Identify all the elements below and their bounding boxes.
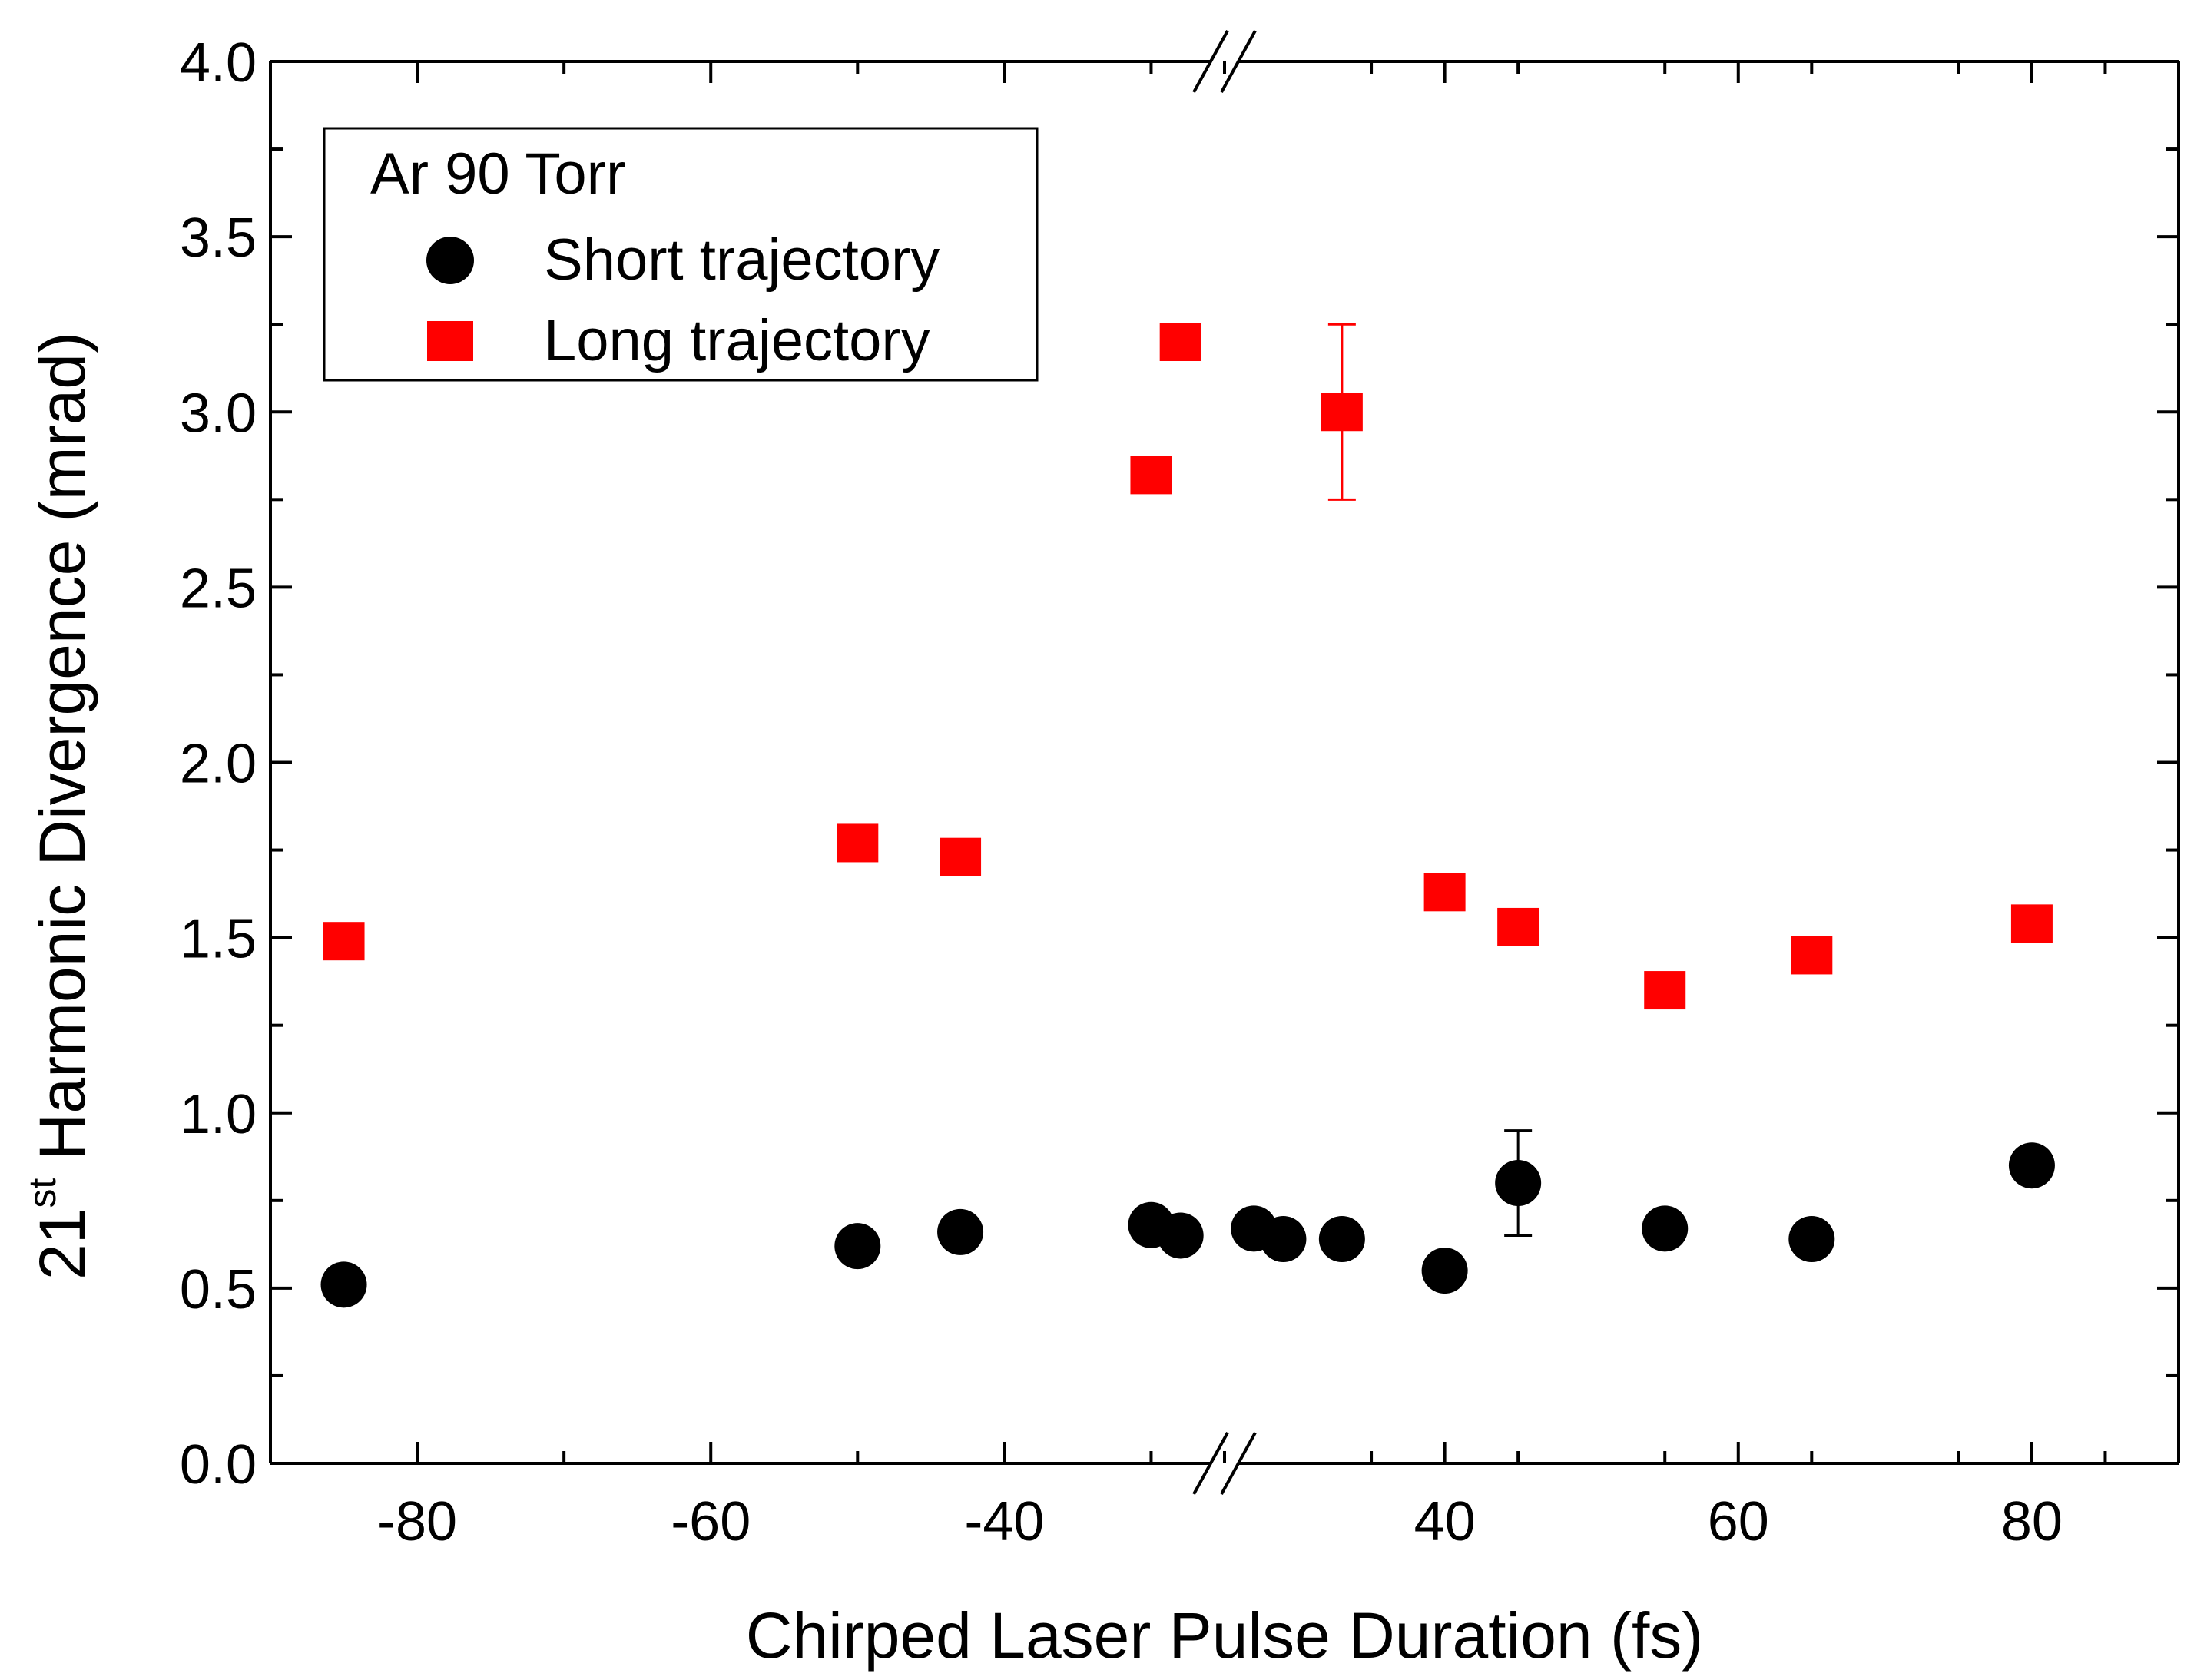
y-tick-label: 2.0 bbox=[180, 734, 257, 795]
short-trajectory-point bbox=[1788, 1216, 1835, 1262]
short-trajectory-point bbox=[1421, 1248, 1468, 1294]
y-axis-label: 21st Harmonic Divergence (mrad) bbox=[21, 332, 98, 1280]
long-trajectory-point bbox=[2010, 904, 2053, 943]
long-trajectory-point bbox=[1791, 936, 1833, 975]
short-trajectory-point bbox=[1260, 1216, 1307, 1262]
y-axis-label-spacer bbox=[26, 1160, 98, 1178]
long-trajectory-point bbox=[1159, 323, 1201, 361]
x-tick-label: -60 bbox=[671, 1491, 751, 1552]
x-tick-label: 60 bbox=[1708, 1491, 1769, 1552]
short-trajectory-point bbox=[1318, 1216, 1365, 1262]
y-tick-label: 4.0 bbox=[180, 32, 257, 94]
y-tick-label: 2.5 bbox=[180, 558, 257, 619]
y-tick-label: 3.5 bbox=[180, 207, 257, 269]
legend-short-marker bbox=[426, 237, 474, 284]
legend-long-marker bbox=[427, 321, 473, 361]
x-tick-label: 80 bbox=[2001, 1491, 2063, 1552]
y-axis-label-superscript: st bbox=[21, 1178, 64, 1208]
legend-title: Ar 90 Torr bbox=[370, 141, 625, 207]
long-trajectory-point bbox=[1497, 907, 1539, 946]
long-trajectory-point bbox=[1321, 393, 1363, 432]
long-trajectory-point bbox=[1423, 873, 1466, 912]
y-tick-label: 1.0 bbox=[180, 1084, 257, 1145]
legend: Ar 90 Torr Short trajectory Long traject… bbox=[323, 127, 1039, 382]
x-tick-label: -40 bbox=[964, 1491, 1044, 1552]
legend-short-label: Short trajectory bbox=[544, 227, 940, 293]
short-trajectory-point bbox=[320, 1261, 367, 1308]
short-trajectory-point bbox=[1157, 1212, 1204, 1259]
y-axis-label-prefix: 21 bbox=[26, 1208, 98, 1280]
short-trajectory-point bbox=[1495, 1160, 1542, 1206]
long-trajectory-point bbox=[1130, 456, 1172, 495]
y-tick-label: 0.0 bbox=[180, 1434, 257, 1496]
long-trajectory-point bbox=[1644, 971, 1686, 1010]
legend-long-label: Long trajectory bbox=[544, 308, 930, 373]
y-axis-label-suffix: Harmonic Divergence (mrad) bbox=[26, 332, 98, 1160]
short-trajectory-point bbox=[834, 1223, 881, 1270]
short-trajectory-point bbox=[2008, 1142, 2055, 1189]
x-tick-label: 40 bbox=[1414, 1491, 1476, 1552]
long-trajectory-point bbox=[837, 823, 879, 863]
short-trajectory-point bbox=[937, 1208, 984, 1255]
long-trajectory-point bbox=[940, 837, 982, 876]
x-tick-label: -80 bbox=[377, 1491, 457, 1552]
y-tick-label: 3.0 bbox=[180, 383, 257, 444]
short-trajectory-point bbox=[1642, 1205, 1689, 1252]
long-trajectory-point bbox=[323, 922, 365, 961]
axis-break-mark bbox=[1220, 1432, 1257, 1495]
y-tick-label: 0.5 bbox=[180, 1259, 257, 1320]
axis-break-mark bbox=[1220, 30, 1257, 93]
axis-break-mark bbox=[1192, 30, 1229, 93]
x-axis-label: Chirped Laser Pulse Duration (fs) bbox=[746, 1599, 1704, 1672]
data-marks bbox=[320, 323, 2055, 1308]
axis-break-mark bbox=[1192, 1432, 1229, 1495]
y-tick-label: 1.5 bbox=[180, 909, 257, 970]
axes: 0.0 0.5 1.0 1.5 2.0 2.5 3.0 3.5 4.0 -80 -60 -40 40 60… bbox=[180, 30, 2180, 1552]
